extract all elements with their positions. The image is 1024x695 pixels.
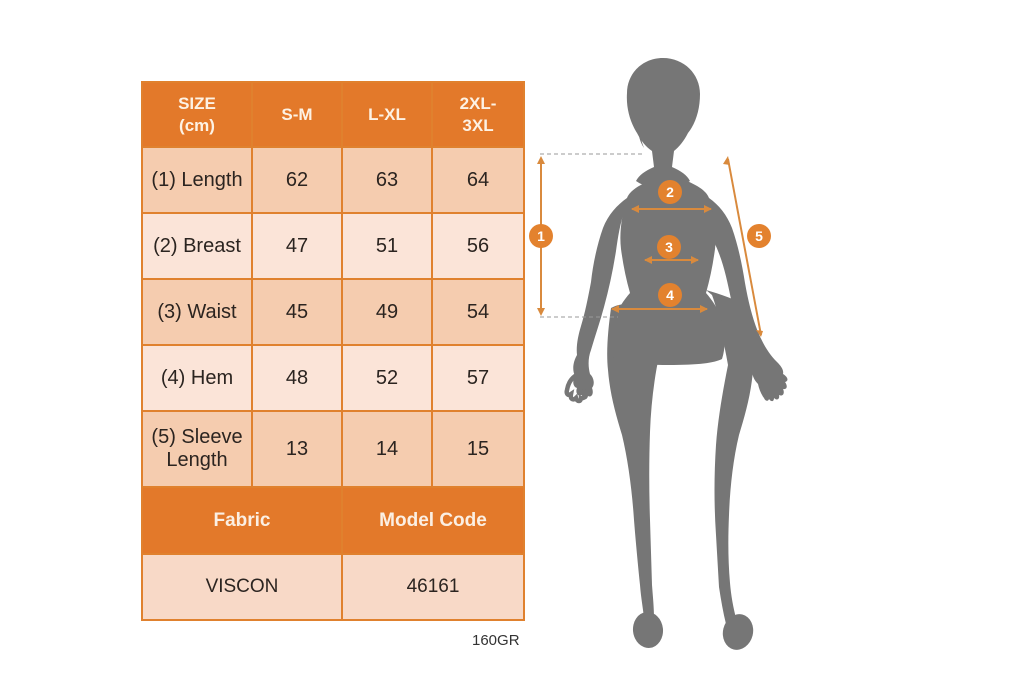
svg-text:2: 2 [666,184,674,200]
svg-text:3: 3 [665,239,673,255]
svg-text:1: 1 [537,228,545,244]
svg-text:5: 5 [755,228,763,244]
svg-text:4: 4 [666,287,674,303]
